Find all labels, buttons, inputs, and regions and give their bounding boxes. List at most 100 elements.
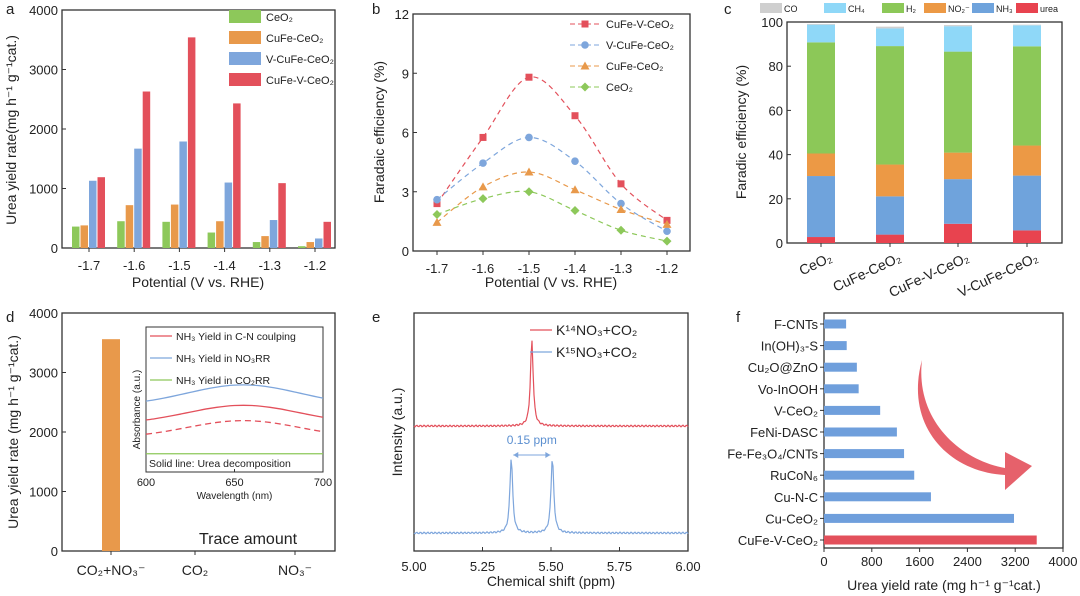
legend-swatch (229, 10, 261, 23)
stacked-segment-0-2 (944, 223, 972, 243)
y-tick-label: Vo-InOOH (758, 382, 818, 397)
bar-9 (824, 513, 1015, 523)
bar-7 (824, 470, 915, 480)
bar-0-3 (207, 232, 216, 248)
y-tick-label: 2000 (29, 425, 58, 440)
panel-d-chart: 0 1000 2000 3000 4000 CO₂+NO₃⁻ CO₂ NO₃⁻ Trace am… (5, 306, 336, 578)
circle-marker (617, 199, 625, 208)
square-marker (433, 200, 441, 208)
legend-swatch (229, 52, 261, 65)
stacked-segment-1-0 (807, 176, 835, 238)
y-tick-label: 0 (51, 544, 58, 559)
stacked-segment-5-1 (876, 26, 904, 29)
x-tick-label: -1.6 (123, 258, 145, 273)
stacked-segment-4-1 (876, 28, 904, 47)
y-tick-label: 3000 (29, 63, 58, 78)
legend-label: CH₄ (848, 4, 865, 14)
x-tick-label: -1.4 (564, 261, 586, 276)
triangle-marker (570, 185, 580, 194)
panel-label: d (6, 309, 14, 326)
stacked-segment-2-3 (1013, 145, 1041, 176)
triangle-marker (524, 167, 534, 176)
peak-separation-label: 0.15 ppm (507, 433, 557, 447)
bar-2-0 (89, 180, 97, 248)
nmr-spectrum-0 (413, 340, 689, 428)
inset-x-tick-label: 650 (225, 477, 243, 489)
bar-1-4 (261, 236, 269, 248)
x-tick-label: -1.7 (78, 258, 100, 273)
x-tick-label: 1600 (905, 554, 934, 569)
stacked-segment-1-3 (1013, 175, 1041, 231)
bar-2-4 (269, 220, 278, 248)
square-marker (617, 180, 625, 188)
bar-1-1 (125, 205, 134, 248)
inset-solid-line-1 (145, 384, 324, 402)
bar-2-1 (134, 148, 142, 248)
inset-legend-label: NH₃ Yield in C-N coulping (176, 331, 296, 343)
x-tick-label: -1.2 (304, 258, 326, 273)
stacked-segment-0-1 (876, 234, 904, 243)
stacked-segment-1-1 (876, 196, 904, 235)
legend-label: V-CuFe-CeO₂ (266, 54, 334, 66)
y-tick-label: 0 (776, 236, 783, 251)
inset-legend-label: NH₃ Yield in NO₃RR (176, 353, 271, 365)
x-tick-label: -1.6 (472, 261, 494, 276)
y-tick-label: 12 (395, 7, 409, 22)
x-tick-label: -1.5 (168, 258, 190, 273)
trend-arrow-icon (917, 360, 1032, 490)
bar-0-2 (162, 221, 170, 248)
y-tick-label: 60 (769, 103, 783, 118)
x-tick-label: 3200 (1001, 554, 1030, 569)
x-tick-label: 2400 (953, 554, 982, 569)
triangle-marker (580, 61, 590, 70)
panel-label: a (6, 1, 15, 18)
diamond-marker (432, 209, 442, 219)
y-tick-label: Cu-CeO₂ (765, 511, 818, 526)
panel-a-chart: 0 1000 2000 3000 4000 -1.7 -1.6 -1.5 -1.4 -1.3 -1.… (3, 3, 336, 290)
legend-label: CeO₂ (266, 12, 293, 24)
y-tick-label: 0 (402, 244, 409, 259)
stacked-segment-3-0 (807, 42, 835, 154)
legend-swatch (824, 3, 846, 13)
stacked-segment-5-2 (944, 25, 972, 27)
circle-marker (663, 227, 671, 236)
stacked-segment-5-3 (1013, 24, 1041, 26)
bar-3 (824, 384, 859, 394)
y-tick-label: Cu-N-C (774, 490, 818, 505)
legend-label: CuFe-V-CeO₂ (266, 75, 334, 87)
legend-label: CuFe-V-CeO₂ (606, 19, 674, 31)
y-tick-label: Cu₂O@ZnO (748, 360, 818, 375)
series-line-0 (436, 76, 668, 221)
circle-marker (571, 157, 579, 165)
y-axis-label: Urea yield rate (mg h⁻¹ g⁻¹cat.) (5, 335, 21, 529)
x-tick-label: -1.3 (259, 258, 281, 273)
bar-1 (824, 341, 847, 351)
legend-label: CeO₂ (606, 82, 633, 94)
bar-5 (824, 427, 897, 437)
square-marker (479, 133, 487, 141)
plot-frame (413, 312, 689, 552)
y-tick-label: 80 (769, 59, 783, 74)
y-tick-label: 4000 (29, 3, 58, 18)
panel-e-chart: 5.00 5.25 5.50 5.75 6.00 K¹⁴NO₃+CO₂ K¹⁵NO₃+CO₂… (389, 312, 701, 589)
stacked-segment-5-0 (807, 23, 835, 25)
series-line-3 (436, 190, 668, 242)
bar-0 (102, 339, 120, 551)
x-tick-label: 6.00 (675, 559, 700, 574)
legend-swatch (1016, 3, 1038, 13)
legend-label: K¹⁵NO₃+CO₂ (556, 344, 637, 360)
legend-swatch (924, 3, 946, 13)
legend-label: V-CuFe-CeO₂ (606, 40, 674, 52)
stacked-segment-4-3 (1013, 25, 1041, 47)
bar-3-4 (278, 183, 286, 248)
inset-y-axis-label: Absorbance (a.u.) (132, 370, 143, 450)
inset-x-axis-label: Wavelength (nm) (197, 491, 273, 502)
diamond-marker (662, 236, 672, 246)
x-tick-label: -1.7 (426, 261, 448, 276)
y-tick-label: 6 (402, 126, 409, 141)
panel-label: e (372, 309, 380, 326)
series-line-1 (436, 136, 668, 232)
bar-1-5 (306, 242, 314, 248)
legend-swatch (229, 31, 261, 44)
